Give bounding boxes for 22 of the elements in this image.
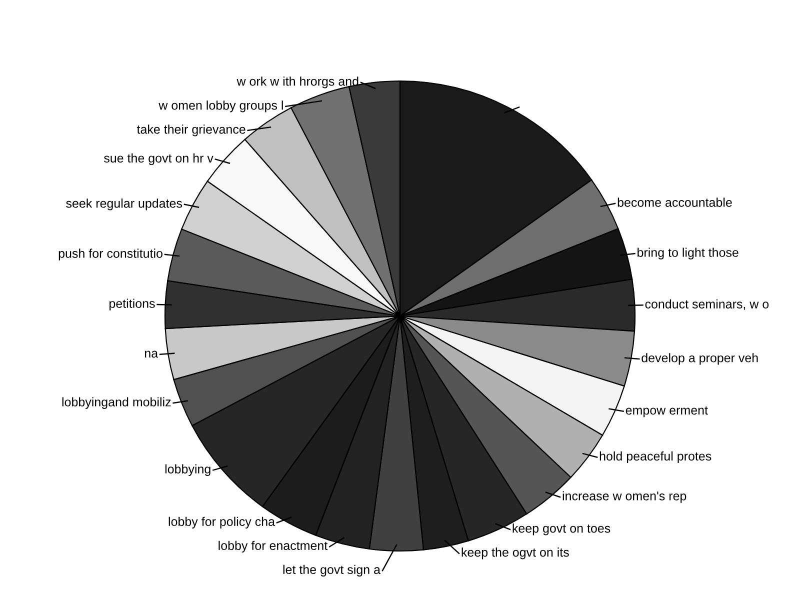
slice-label: take their grievance [136, 124, 246, 136]
slice-label: keep the ogvt on its [462, 548, 569, 560]
slice-label: lobbying [165, 464, 210, 476]
slice-label: bring to light those [638, 248, 738, 260]
slice-label: keep govt on toes [512, 524, 610, 536]
slice-label: lobbyingand mobiliz [62, 397, 171, 409]
slice-label: w ork w ith hrorgs and [236, 76, 358, 88]
slice-label: develop a proper veh [642, 353, 758, 365]
slice-label: empow erment [626, 406, 708, 418]
slice-label: seek regular updates [66, 198, 182, 210]
slice-label: na [144, 350, 158, 358]
slice-label: conduct seminars, w o [645, 299, 769, 310]
slice-label: let the govt sign a [283, 564, 380, 576]
slice-label: petitions [110, 298, 155, 310]
slice-label: sue the govt on hr v [104, 153, 214, 166]
slice-label: hold peaceful protes [600, 451, 712, 464]
slice-label: w omen lobby groups l [158, 100, 283, 112]
slice-label: push for constitutio [58, 248, 162, 260]
slice-label: increase w omen's rep [562, 491, 686, 503]
slice-label: lobby for policy cha [168, 516, 276, 528]
slice-label: become accountable [618, 198, 732, 207]
slice-label: lobby for enactment [218, 540, 328, 552]
